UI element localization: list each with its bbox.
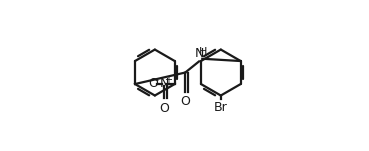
Text: H: H — [199, 47, 208, 57]
Text: N: N — [195, 47, 204, 60]
Text: O: O — [149, 77, 159, 90]
Text: N: N — [160, 77, 169, 90]
Text: -: - — [155, 75, 159, 85]
Text: O: O — [180, 95, 190, 108]
Text: Br: Br — [214, 101, 228, 114]
Text: O: O — [159, 102, 169, 115]
Text: +: + — [164, 75, 172, 85]
